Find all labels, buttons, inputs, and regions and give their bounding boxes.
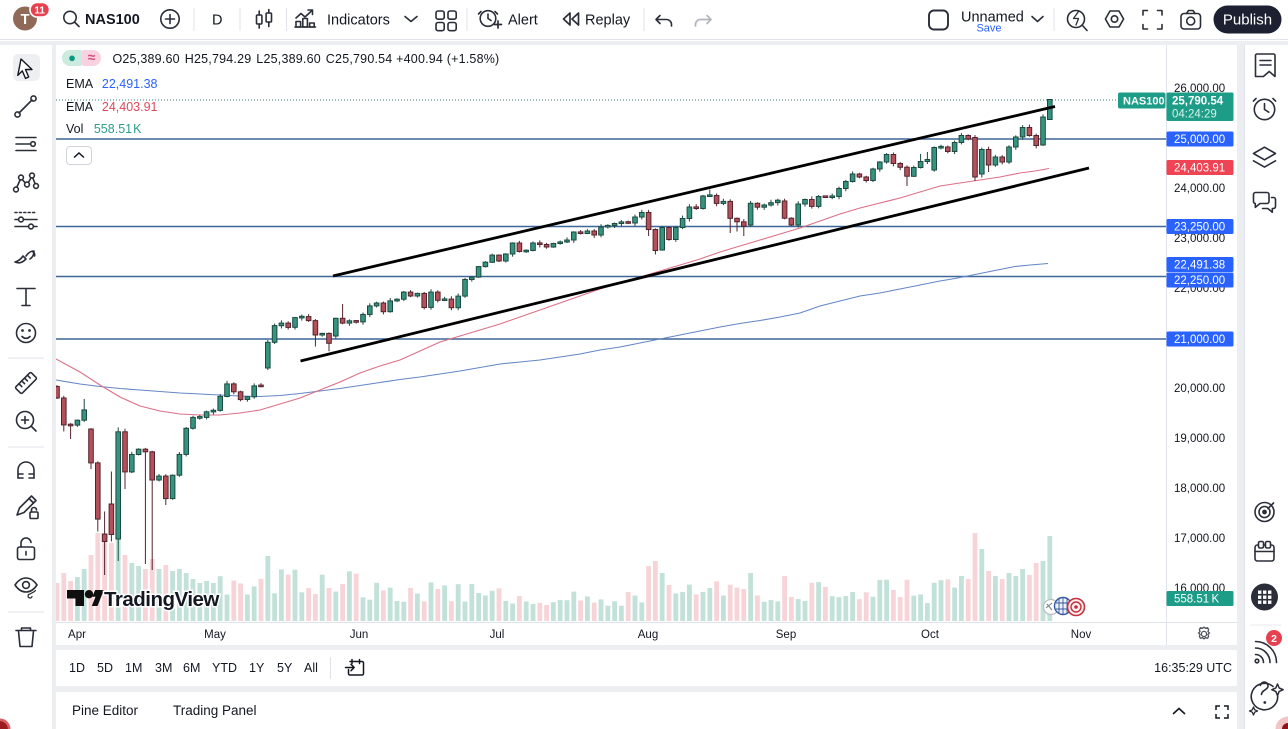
svg-text:11: 11 xyxy=(34,5,45,16)
svg-text:Unnamed: Unnamed xyxy=(961,10,1024,26)
svg-text:Publish: Publish xyxy=(1223,12,1272,29)
svg-text:Apr: Apr xyxy=(68,629,86,641)
svg-text:May: May xyxy=(204,629,226,641)
svg-text:25,000.00: 25,000.00 xyxy=(1174,134,1225,146)
svg-text:Replay: Replay xyxy=(585,13,631,29)
svg-text:26,000.00: 26,000.00 xyxy=(1174,83,1225,95)
svg-text:22,250.00: 22,250.00 xyxy=(1174,275,1225,287)
svg-text:Indicators: Indicators xyxy=(327,13,390,29)
svg-text:04:24:29: 04:24:29 xyxy=(1172,109,1217,121)
svg-text:25,790.54: 25,790.54 xyxy=(1172,96,1224,108)
svg-text:558.51 K: 558.51 K xyxy=(1174,594,1219,606)
svg-text:21,000.00: 21,000.00 xyxy=(1174,334,1225,346)
svg-text:23,250.00: 23,250.00 xyxy=(1174,222,1225,234)
svg-text:19,000.00: 19,000.00 xyxy=(1174,433,1225,445)
svg-text:Aug: Aug xyxy=(638,629,658,641)
svg-text:20,000.00: 20,000.00 xyxy=(1174,383,1225,395)
svg-text:24,000.00: 24,000.00 xyxy=(1174,183,1225,195)
svg-text:Sep: Sep xyxy=(776,629,796,641)
svg-text:17,000.00: 17,000.00 xyxy=(1174,533,1225,545)
svg-text:Nov: Nov xyxy=(1071,629,1092,641)
svg-text:23,000.00: 23,000.00 xyxy=(1174,233,1225,245)
svg-text:NAS100: NAS100 xyxy=(1123,96,1165,108)
svg-text:2: 2 xyxy=(1271,633,1277,645)
svg-text:TradingView: TradingView xyxy=(104,588,219,611)
svg-text:Save: Save xyxy=(976,23,1001,35)
svg-text:24,403.91: 24,403.91 xyxy=(1174,163,1225,175)
svg-text:Jul: Jul xyxy=(490,629,505,641)
svg-text:Oct: Oct xyxy=(921,629,940,641)
svg-text:D: D xyxy=(212,13,222,29)
svg-text:T: T xyxy=(21,12,30,28)
svg-text:18,000.00: 18,000.00 xyxy=(1174,483,1225,495)
svg-text:NAS100: NAS100 xyxy=(85,12,140,28)
svg-text:22,491.38: 22,491.38 xyxy=(1174,260,1225,272)
svg-text:Jun: Jun xyxy=(350,629,369,641)
svg-text:Alert: Alert xyxy=(508,13,538,29)
